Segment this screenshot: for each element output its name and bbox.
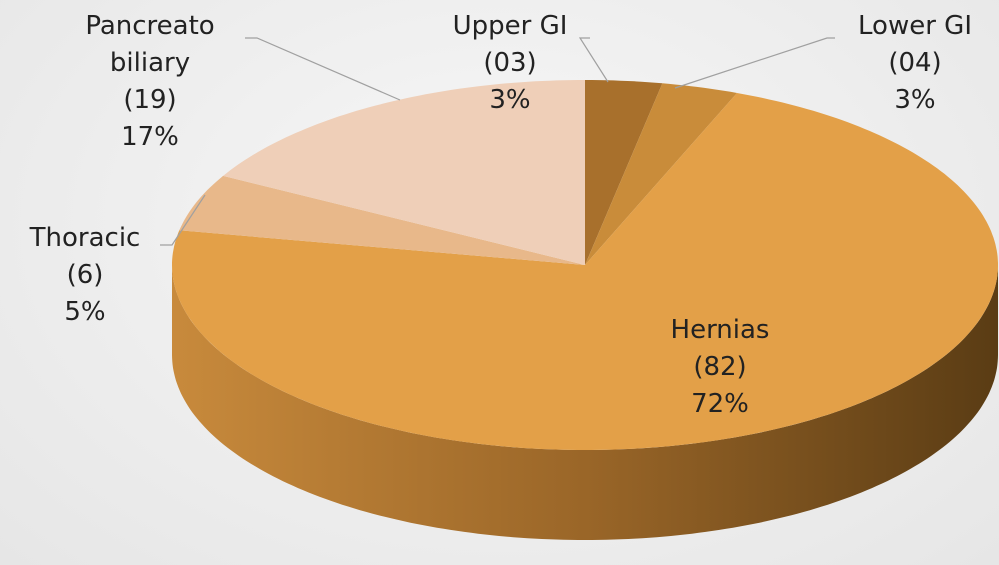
percent: 5% [64,297,106,327]
category: Upper GI [452,11,568,41]
slice-label: Upper GI (03) 3% [425,8,595,119]
slice-label: Lower GI (04) 3% [825,8,999,119]
percent: 3% [489,85,531,115]
count: (19) [123,85,177,115]
slice-side [172,265,998,540]
category: Lower GI [858,11,972,41]
percent: 72% [691,389,749,419]
count: (03) [483,48,537,78]
slice [179,175,586,265]
count: (04) [888,48,942,78]
leader-line [674,37,835,89]
leader-line [245,37,401,101]
slice [223,80,585,265]
leader-line [160,194,206,246]
count: (82) [693,352,747,382]
slice-label: Thoracic (6) 5% [0,220,170,331]
slice-label: Hernias (82) 72% [620,312,820,423]
slice-label: Pancreato biliary (19) 17% [60,8,240,156]
slice [172,93,998,450]
percent: 3% [894,85,936,115]
count: (6) [66,260,104,290]
category: Hernias [670,315,770,345]
percent: 17% [121,122,179,152]
slice [585,80,663,265]
category: Pancreato biliary [85,11,215,78]
slice [585,83,737,265]
leader-line [578,37,609,83]
category: Thoracic [29,223,141,253]
